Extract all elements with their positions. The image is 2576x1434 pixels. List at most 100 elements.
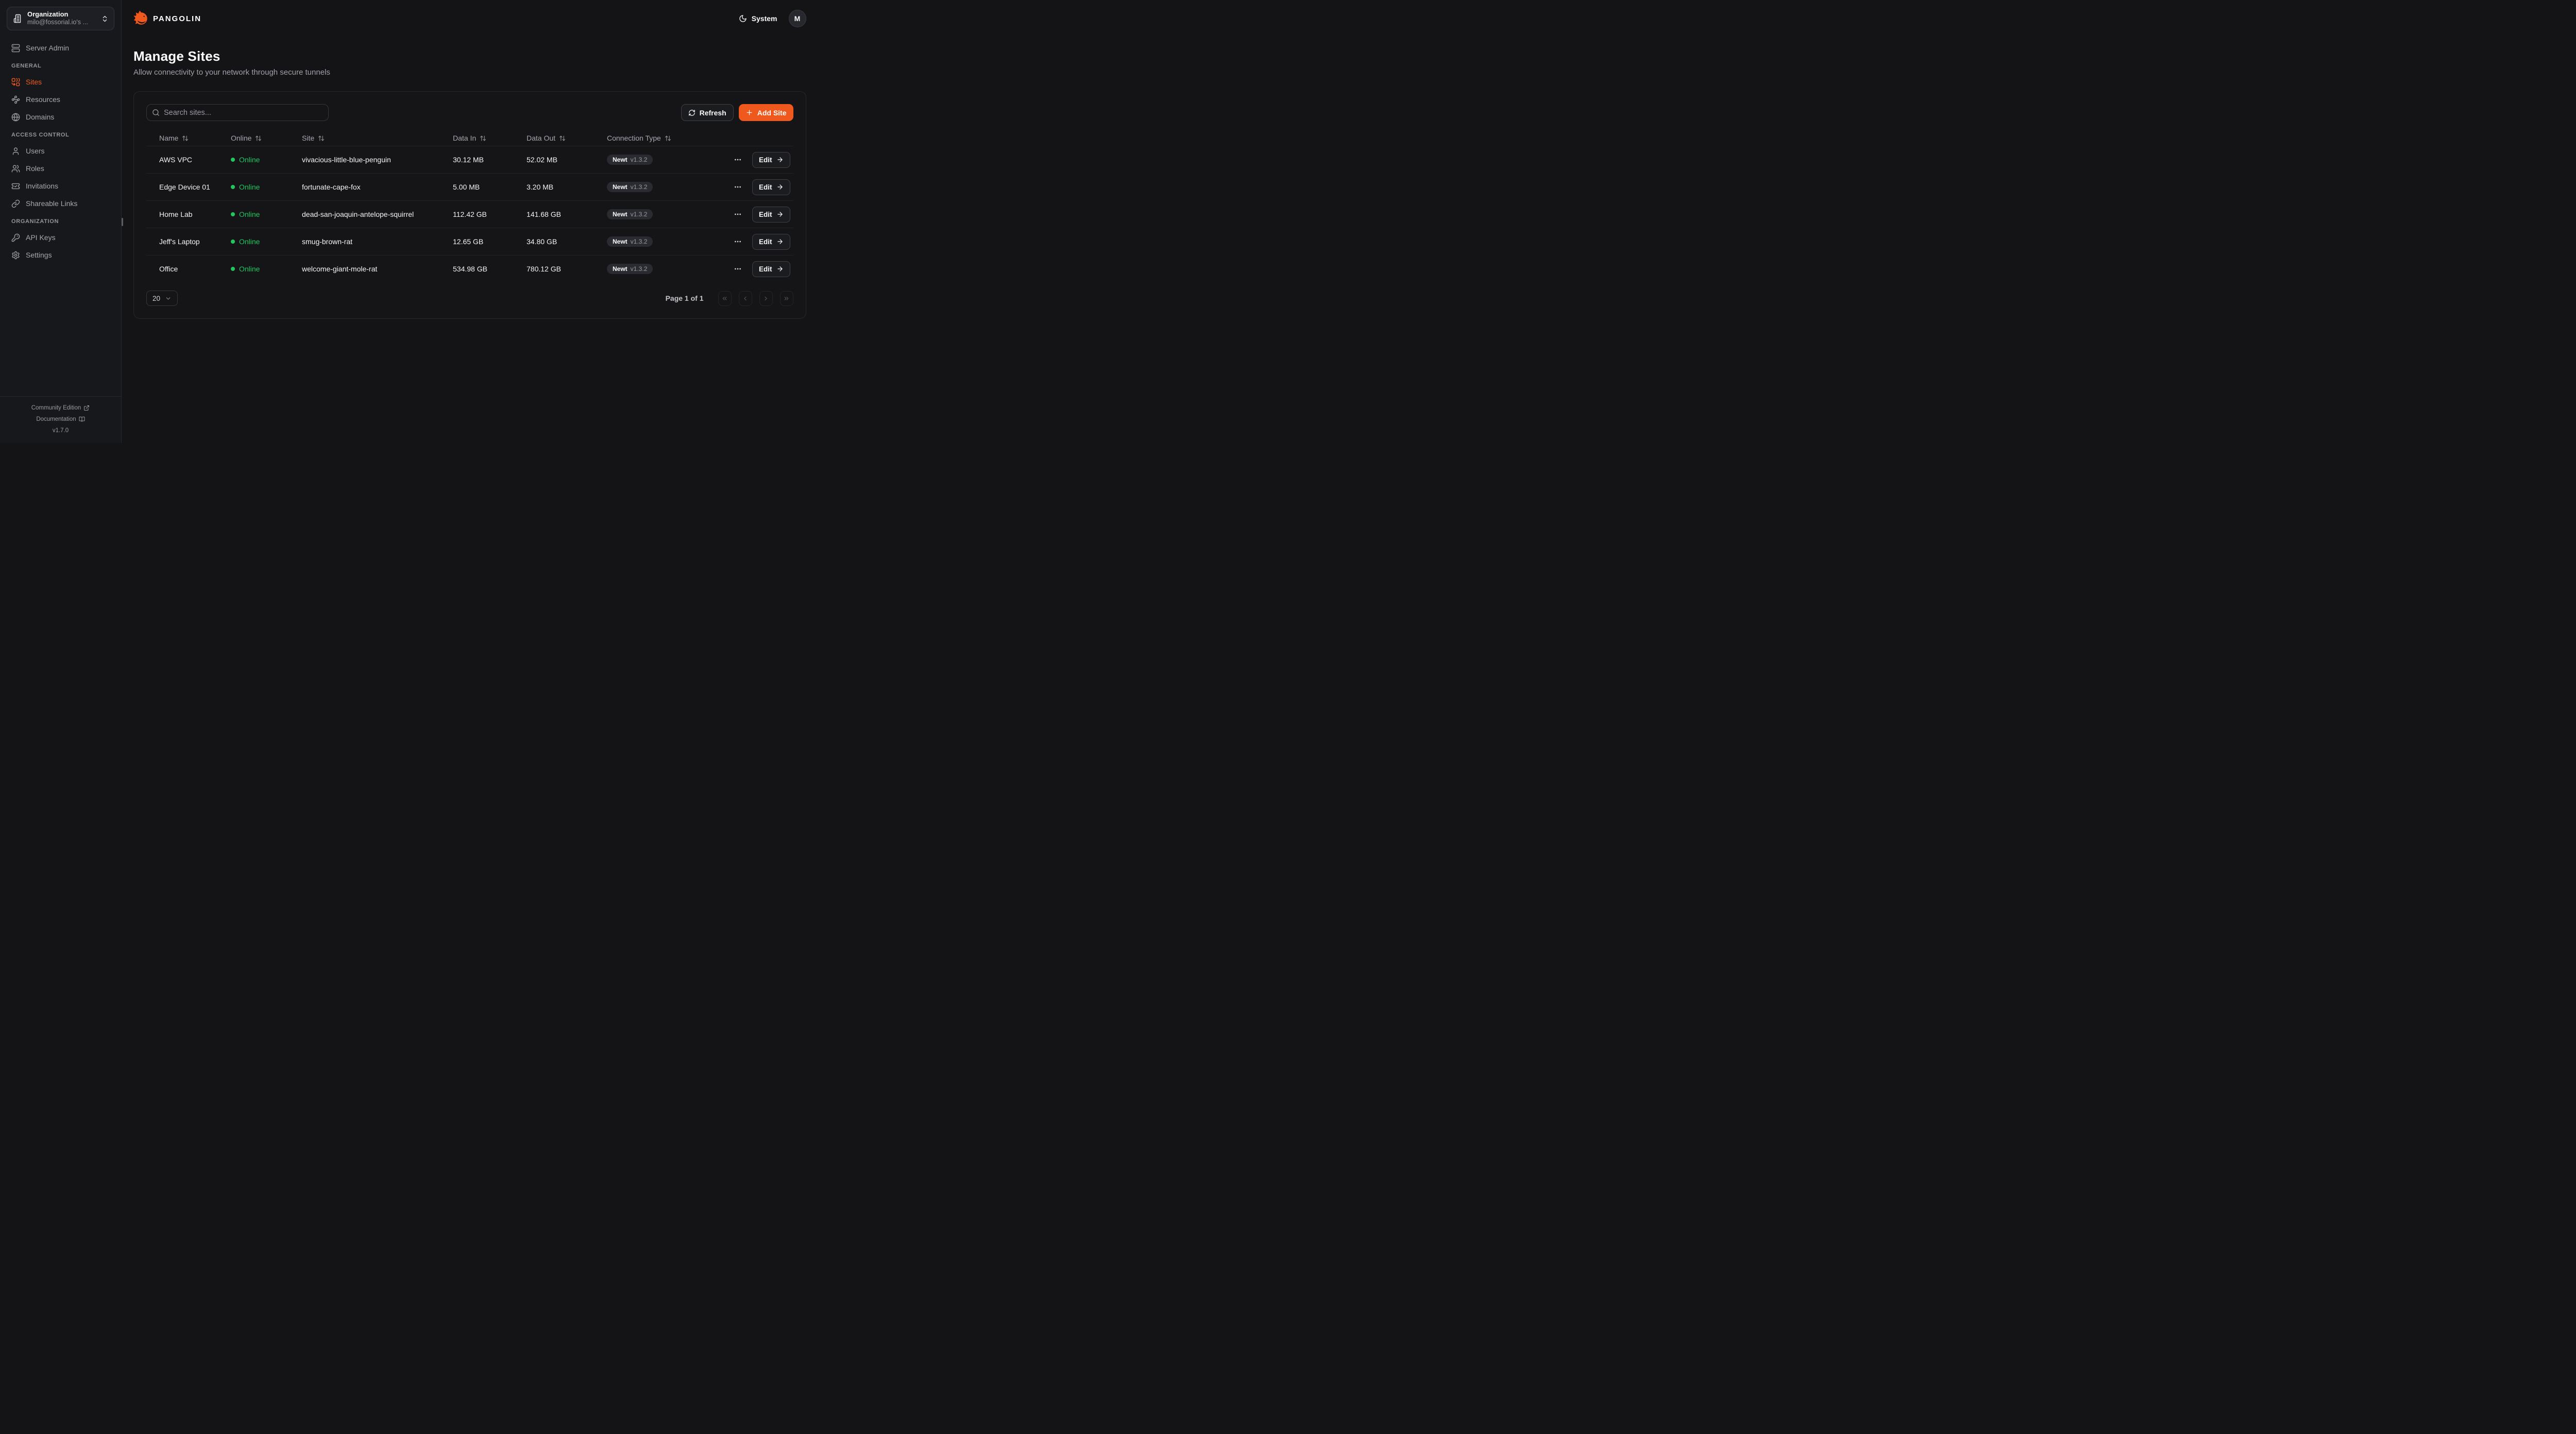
chevron-left-icon <box>744 296 747 300</box>
edit-button[interactable]: Edit <box>752 151 790 168</box>
sidebar-item-label: Invitations <box>26 182 59 190</box>
documentation-link[interactable]: Documentation <box>36 414 85 425</box>
refresh-button-label: Refresh <box>699 108 726 117</box>
row-menu-button[interactable] <box>732 181 744 193</box>
connection-version-label: v1.3.2 <box>630 265 648 272</box>
edit-button-label: Edit <box>759 265 772 273</box>
online-status-dot <box>231 240 235 244</box>
site-slug-cell: fortunate-cape-fox <box>302 183 361 191</box>
column-header-data-in[interactable]: Data In <box>453 134 527 142</box>
data-out-cell: 780.12 GB <box>527 265 561 273</box>
waypoints-icon <box>11 95 20 104</box>
edit-button[interactable]: Edit <box>752 206 790 223</box>
book-open-icon <box>79 417 85 422</box>
table-toolbar: Refresh Add Site <box>146 104 793 121</box>
sidebar-item-sites[interactable]: Sites <box>7 74 114 90</box>
page-subtitle: Allow connectivity to your network throu… <box>133 68 330 77</box>
page-info: Page 1 of 1 <box>665 294 704 302</box>
sort-icon <box>480 135 486 141</box>
sidebar-item-resources[interactable]: Resources <box>7 92 114 107</box>
sidebar-item-label: API Keys <box>26 233 56 242</box>
user-avatar[interactable]: M <box>788 10 806 27</box>
edit-button-label: Edit <box>759 183 772 191</box>
connection-badge: Newt v1.3.2 <box>607 155 653 165</box>
next-page-button[interactable] <box>759 291 773 306</box>
table-row: Office Online welcome-giant-mole-rat 534… <box>146 255 793 282</box>
community-edition-link[interactable]: Community Edition <box>31 402 90 414</box>
org-switcher-value: milo@fossorial.io's ... <box>27 19 88 26</box>
ellipsis-icon <box>735 186 741 188</box>
edit-button[interactable]: Edit <box>752 233 790 250</box>
sidebar: Organization milo@fossorial.io's ... Ser… <box>0 0 123 443</box>
sidebar-section-general: GENERAL <box>11 63 42 69</box>
user-icon <box>12 147 19 155</box>
main-content: PANGOLIN System M Manage Sites Allow con… <box>122 0 819 443</box>
refresh-button[interactable]: Refresh <box>681 104 734 121</box>
sort-icon <box>665 135 671 141</box>
arrow-right-icon <box>777 157 783 162</box>
first-page-button[interactable] <box>718 291 732 306</box>
users-icon <box>11 164 20 173</box>
arrow-right-icon <box>777 266 783 271</box>
pagination-bar: 20 Page 1 of 1 <box>146 291 793 306</box>
plus-icon <box>747 110 752 115</box>
last-page-button[interactable] <box>779 291 793 306</box>
sidebar-item-domains[interactable]: Domains <box>7 109 114 125</box>
edit-button[interactable]: Edit <box>752 179 790 195</box>
connection-type-cell: Newt v1.3.2 <box>607 236 732 247</box>
add-site-button-label: Add Site <box>757 108 787 117</box>
column-header-data-out[interactable]: Data Out <box>527 134 607 142</box>
status-cell: Online <box>231 183 302 191</box>
page-size-select[interactable]: 20 <box>146 291 178 306</box>
sidebar-nav: Server Admin GENERAL Sites Resources <box>0 37 121 265</box>
org-switcher[interactable]: Organization milo@fossorial.io's ... <box>7 7 114 30</box>
row-menu-button[interactable] <box>732 208 744 220</box>
data-out-cell: 34.80 GB <box>527 237 557 246</box>
edit-button[interactable]: Edit <box>752 261 790 277</box>
connection-type-label: Newt <box>613 265 628 272</box>
brand-name: PANGOLIN <box>153 14 202 23</box>
brand-logo[interactable]: PANGOLIN <box>133 11 201 26</box>
column-label: Name <box>159 134 179 142</box>
sidebar-item-label: Shareable Links <box>26 199 78 208</box>
data-in-cell: 534.98 GB <box>453 265 487 273</box>
building-icon <box>13 14 21 23</box>
connection-type-cell: Newt v1.3.2 <box>607 209 732 219</box>
sidebar-item-api-keys[interactable]: API Keys <box>7 230 114 245</box>
ellipsis-icon <box>735 159 741 161</box>
online-status-dot <box>231 212 235 216</box>
column-header-connection-type[interactable]: Connection Type <box>607 134 732 142</box>
column-header-site[interactable]: Site <box>302 134 453 142</box>
avatar-initial: M <box>794 14 801 23</box>
search-input[interactable] <box>164 108 323 117</box>
row-menu-button[interactable] <box>732 263 744 275</box>
status-badge: Online <box>239 210 260 218</box>
connection-type-cell: Newt v1.3.2 <box>607 264 732 274</box>
sidebar-item-server-admin[interactable]: Server Admin <box>7 40 114 56</box>
server-icon <box>11 44 20 52</box>
sidebar-item-invitations[interactable]: Invitations <box>7 178 114 194</box>
documentation-label: Documentation <box>36 416 76 422</box>
theme-toggle[interactable]: System <box>739 14 777 23</box>
chevron-down-icon <box>166 297 171 300</box>
status-badge: Online <box>239 183 260 191</box>
add-site-button[interactable]: Add Site <box>738 104 793 121</box>
sidebar-item-settings[interactable]: Settings <box>7 247 114 263</box>
table-row: Home Lab Online dead-san-joaquin-antelop… <box>146 200 793 228</box>
row-menu-button[interactable] <box>732 235 744 248</box>
sidebar-item-roles[interactable]: Roles <box>7 161 114 176</box>
edit-button-label: Edit <box>759 237 772 246</box>
row-menu-button[interactable] <box>732 153 744 166</box>
online-status-dot <box>231 158 235 162</box>
sidebar-item-users[interactable]: Users <box>7 143 114 159</box>
data-in-cell: 112.42 GB <box>453 210 487 218</box>
sidebar-item-shareable-links[interactable]: Shareable Links <box>7 196 114 211</box>
key-icon <box>11 233 20 242</box>
refresh-icon <box>688 109 695 116</box>
column-header-online[interactable]: Online <box>231 134 302 142</box>
column-header-name[interactable]: Name <box>146 134 231 142</box>
sidebar-scrollbar-thumb[interactable] <box>122 218 123 226</box>
column-label: Site <box>302 134 315 142</box>
previous-page-button[interactable] <box>738 291 752 306</box>
external-link-icon <box>84 405 90 411</box>
